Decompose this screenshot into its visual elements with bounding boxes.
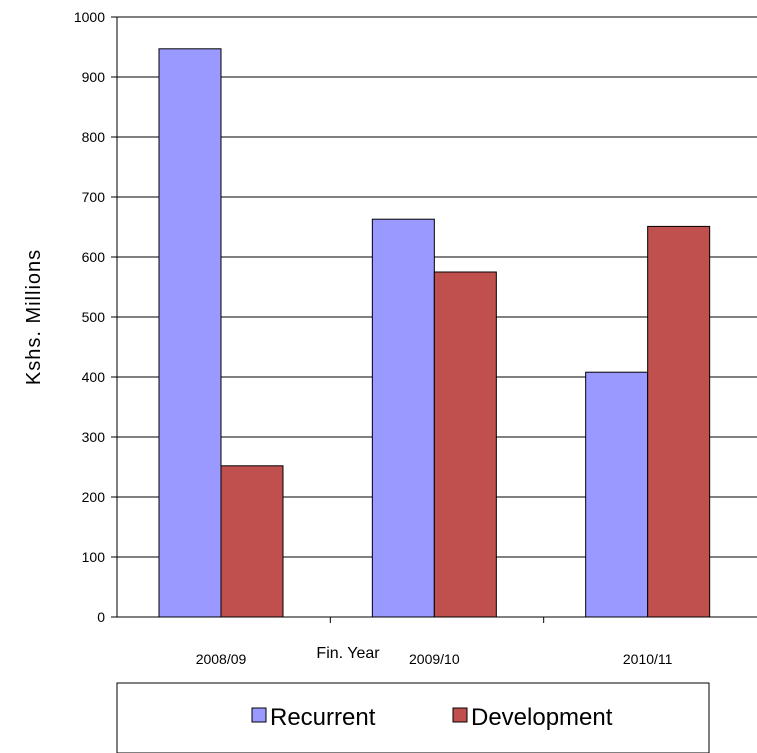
y-tick-label: 0 <box>97 609 105 625</box>
x-axis-label: Fin. Year <box>316 645 380 662</box>
bars <box>158 48 711 618</box>
y-tick-label: 500 <box>82 309 106 325</box>
y-tick-label: 600 <box>82 249 106 265</box>
bar-development-2010-11 <box>647 225 711 618</box>
x-tick-label: 2010/11 <box>623 651 673 667</box>
legend-swatch-recurrent <box>251 707 267 723</box>
y-tick-label: 100 <box>82 549 106 565</box>
legend: Recurrent Development <box>251 704 613 731</box>
y-tick-labels: 0 100 200 300 400 500 600 700 800 900 1000 <box>74 9 117 625</box>
y-tick-label: 200 <box>82 489 106 505</box>
bar-development-2009-10 <box>433 271 497 618</box>
bar-recurrent-2009-10 <box>371 218 435 618</box>
x-tick-labels: 2008/09 2009/10 2010/11 <box>196 617 673 667</box>
y-tick-label: 800 <box>82 129 106 145</box>
x-tick-label: 2008/09 <box>196 651 247 667</box>
legend-swatch-development <box>452 707 468 723</box>
y-tick-label: 700 <box>82 189 106 205</box>
y-axis-label: Kshs. Millions <box>23 249 45 385</box>
bar-development-2008-09 <box>220 465 284 618</box>
y-tick-label: 400 <box>82 369 106 385</box>
x-tick-label: 2009/10 <box>409 651 460 667</box>
legend-box <box>116 682 710 753</box>
legend-label-development: Development <box>471 704 613 731</box>
y-tick-label: 1000 <box>74 9 105 25</box>
y-tick-label: 900 <box>82 69 106 85</box>
bar-recurrent-2008-09 <box>158 48 222 618</box>
bar-recurrent-2010-11 <box>585 371 649 618</box>
y-tick-label: 300 <box>82 429 106 445</box>
legend-label-recurrent: Recurrent <box>270 704 376 731</box>
